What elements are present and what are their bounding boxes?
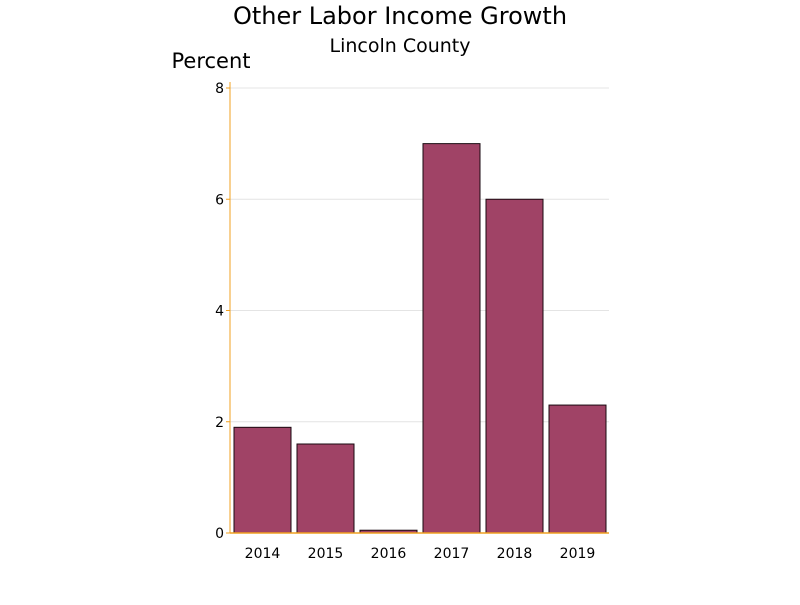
x-tick-label: 2016: [371, 546, 407, 562]
x-tick-label: 2015: [308, 546, 344, 562]
x-tick-label: 2014: [245, 546, 281, 562]
gridlines: [230, 87, 609, 423]
bar-2019: [548, 404, 607, 534]
chart-title: Other Labor Income Growth: [233, 2, 567, 30]
bar-2017: [422, 143, 481, 534]
x-tick-label: 2019: [560, 546, 596, 562]
axes: [226, 82, 609, 534]
bar-2014: [233, 426, 292, 534]
y-axis-label: Percent: [171, 49, 250, 73]
x-tick-label: 2017: [434, 546, 470, 562]
bar-2018: [485, 198, 544, 534]
chart-subtitle: Lincoln County: [329, 35, 470, 57]
x-tick-label: 2018: [497, 546, 533, 562]
y-tick-label: 2: [215, 415, 224, 431]
y-tick-label: 4: [215, 304, 224, 320]
y-tick-label: 8: [215, 81, 224, 97]
x-tick-labels: 2014 2015 2016 2017 2018 2019: [245, 546, 596, 562]
bars: [233, 143, 607, 534]
y-tick-label: 6: [215, 192, 224, 208]
y-tick-label: 0: [215, 526, 224, 542]
y-tick-labels: 0 2 4 6 8: [215, 81, 224, 542]
bar-2015: [296, 443, 355, 534]
